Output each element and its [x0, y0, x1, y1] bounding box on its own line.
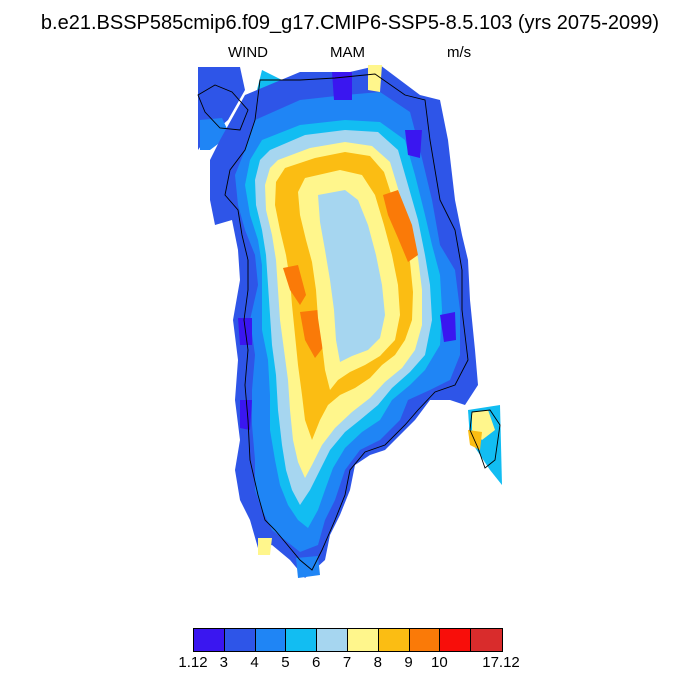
colorbar-label: 9 [404, 654, 413, 671]
colorbar-label: 8 [373, 654, 382, 671]
colorbar [193, 628, 503, 652]
coastline-nw [197, 84, 249, 131]
coastline [224, 73, 469, 571]
plot-title: b.e21.BSSP585cmip6.f09_g17.CMIP6-SSP5-8.… [40, 12, 660, 34]
variable-label: WIND [228, 44, 268, 61]
region-east-island-orange [468, 430, 482, 450]
coastline-east-island [469, 409, 501, 469]
region-west-purple-1 [238, 318, 252, 345]
colorbar-cell [224, 629, 256, 651]
colorbar-cell [440, 629, 472, 651]
region-north-cell [332, 72, 352, 100]
units-label: m/s [447, 44, 472, 61]
colorbar-label: 5 [281, 654, 290, 671]
colorbar-label: 4 [250, 654, 259, 671]
colorbar-cell [347, 629, 379, 651]
region-east-purple [440, 312, 456, 342]
colorbar-cell [194, 629, 225, 651]
colorbar-label: 3 [219, 654, 228, 671]
region-streak-east [383, 190, 418, 262]
region-streak-west-1 [283, 265, 306, 305]
colorbar-cell [471, 629, 502, 651]
region-north-yellow [368, 65, 382, 92]
colorbar-label: 10 [431, 654, 448, 671]
colorbar-cell [286, 629, 318, 651]
colorbar-cell [317, 629, 348, 651]
colorbar-label: 17.12 [482, 654, 520, 671]
colorbar-cell [409, 629, 441, 651]
region-nw-blue [200, 118, 230, 150]
colorbar-cell [378, 629, 410, 651]
colorbar-label: 6 [312, 654, 321, 671]
colorbar-label: 1.12 [178, 654, 208, 671]
region-south-cell-1 [258, 538, 272, 555]
colorbar-label: 7 [342, 654, 352, 671]
region-west-purple-2 [240, 400, 252, 430]
map-fill [198, 65, 502, 578]
colorbar-cell [255, 629, 287, 651]
region-ne-purple [405, 130, 422, 158]
season-label: MAM [330, 44, 365, 61]
region-interior [318, 190, 385, 362]
